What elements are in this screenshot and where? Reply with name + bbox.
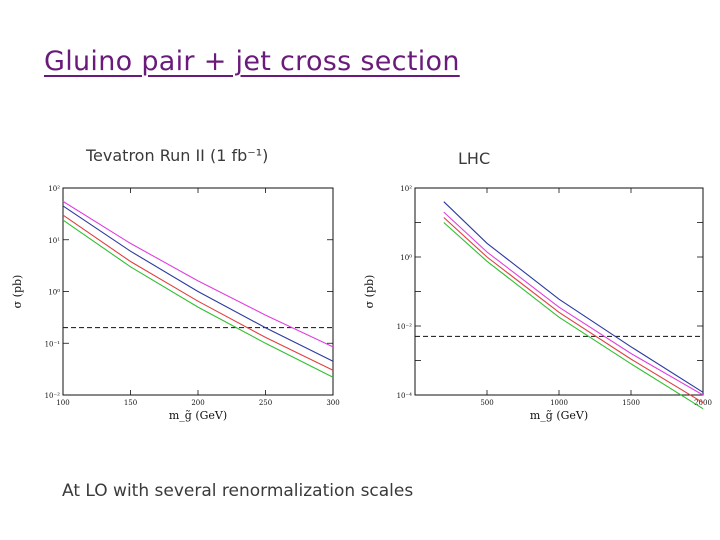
tevatron-x-tick-label: 150 [124,399,137,407]
lhc-plot-frame [414,187,704,396]
tevatron-x-tick-label: 250 [259,399,272,407]
tevatron-series-line-1 [62,200,334,348]
tevatron-y-tick-label: 10⁻¹ [45,340,61,348]
lhc-chart-title: LHC [458,149,491,168]
tevatron-y-tick-label: 10⁰ [48,289,60,297]
lhc-series-line-2 [443,211,704,396]
tevatron-series-line-3 [62,214,334,371]
tevatron-y-axis-label: σ (pb) [11,275,24,309]
lhc-series-line-4 [443,222,704,410]
footer-note: At LO with several renormalization scale… [62,481,414,501]
tevatron-x-tick-label: 100 [56,399,69,407]
tevatron-x-tick-label: 300 [326,399,339,407]
tevatron-chart-title: Tevatron Run II (1 fb⁻¹) [86,146,269,165]
lhc-x-tick-label: 1000 [550,399,568,407]
tevatron-y-tick-label: 10⁻² [45,392,61,400]
tevatron-y-tick-label: 10² [48,185,60,193]
lhc-series-line-3 [443,217,704,404]
tevatron-x-tick-label: 200 [191,399,204,407]
lhc-x-tick-label: 2000 [694,399,712,407]
lhc-x-tick-label: 500 [480,399,493,407]
lhc-y-tick-label: 10² [400,185,412,193]
tevatron-series-line-4 [62,219,334,378]
tevatron-y-tick-label: 10¹ [48,237,60,245]
tevatron-series-line-2 [62,205,334,362]
slide-title: Gluino pair + jet cross section [44,46,460,77]
lhc-y-axis-label: σ (pb) [363,275,376,309]
tevatron-x-axis-label: m_g̃ (GeV) [169,409,227,422]
lhc-y-tick-label: 10⁻⁴ [397,392,413,400]
lhc-series-line-1 [443,201,704,393]
lhc-x-axis-label: m_g̃ (GeV) [530,409,588,422]
lhc-x-tick-label: 1500 [622,399,640,407]
lhc-y-tick-label: 10⁰ [400,254,412,262]
lhc-y-tick-label: 10⁻² [397,323,413,331]
